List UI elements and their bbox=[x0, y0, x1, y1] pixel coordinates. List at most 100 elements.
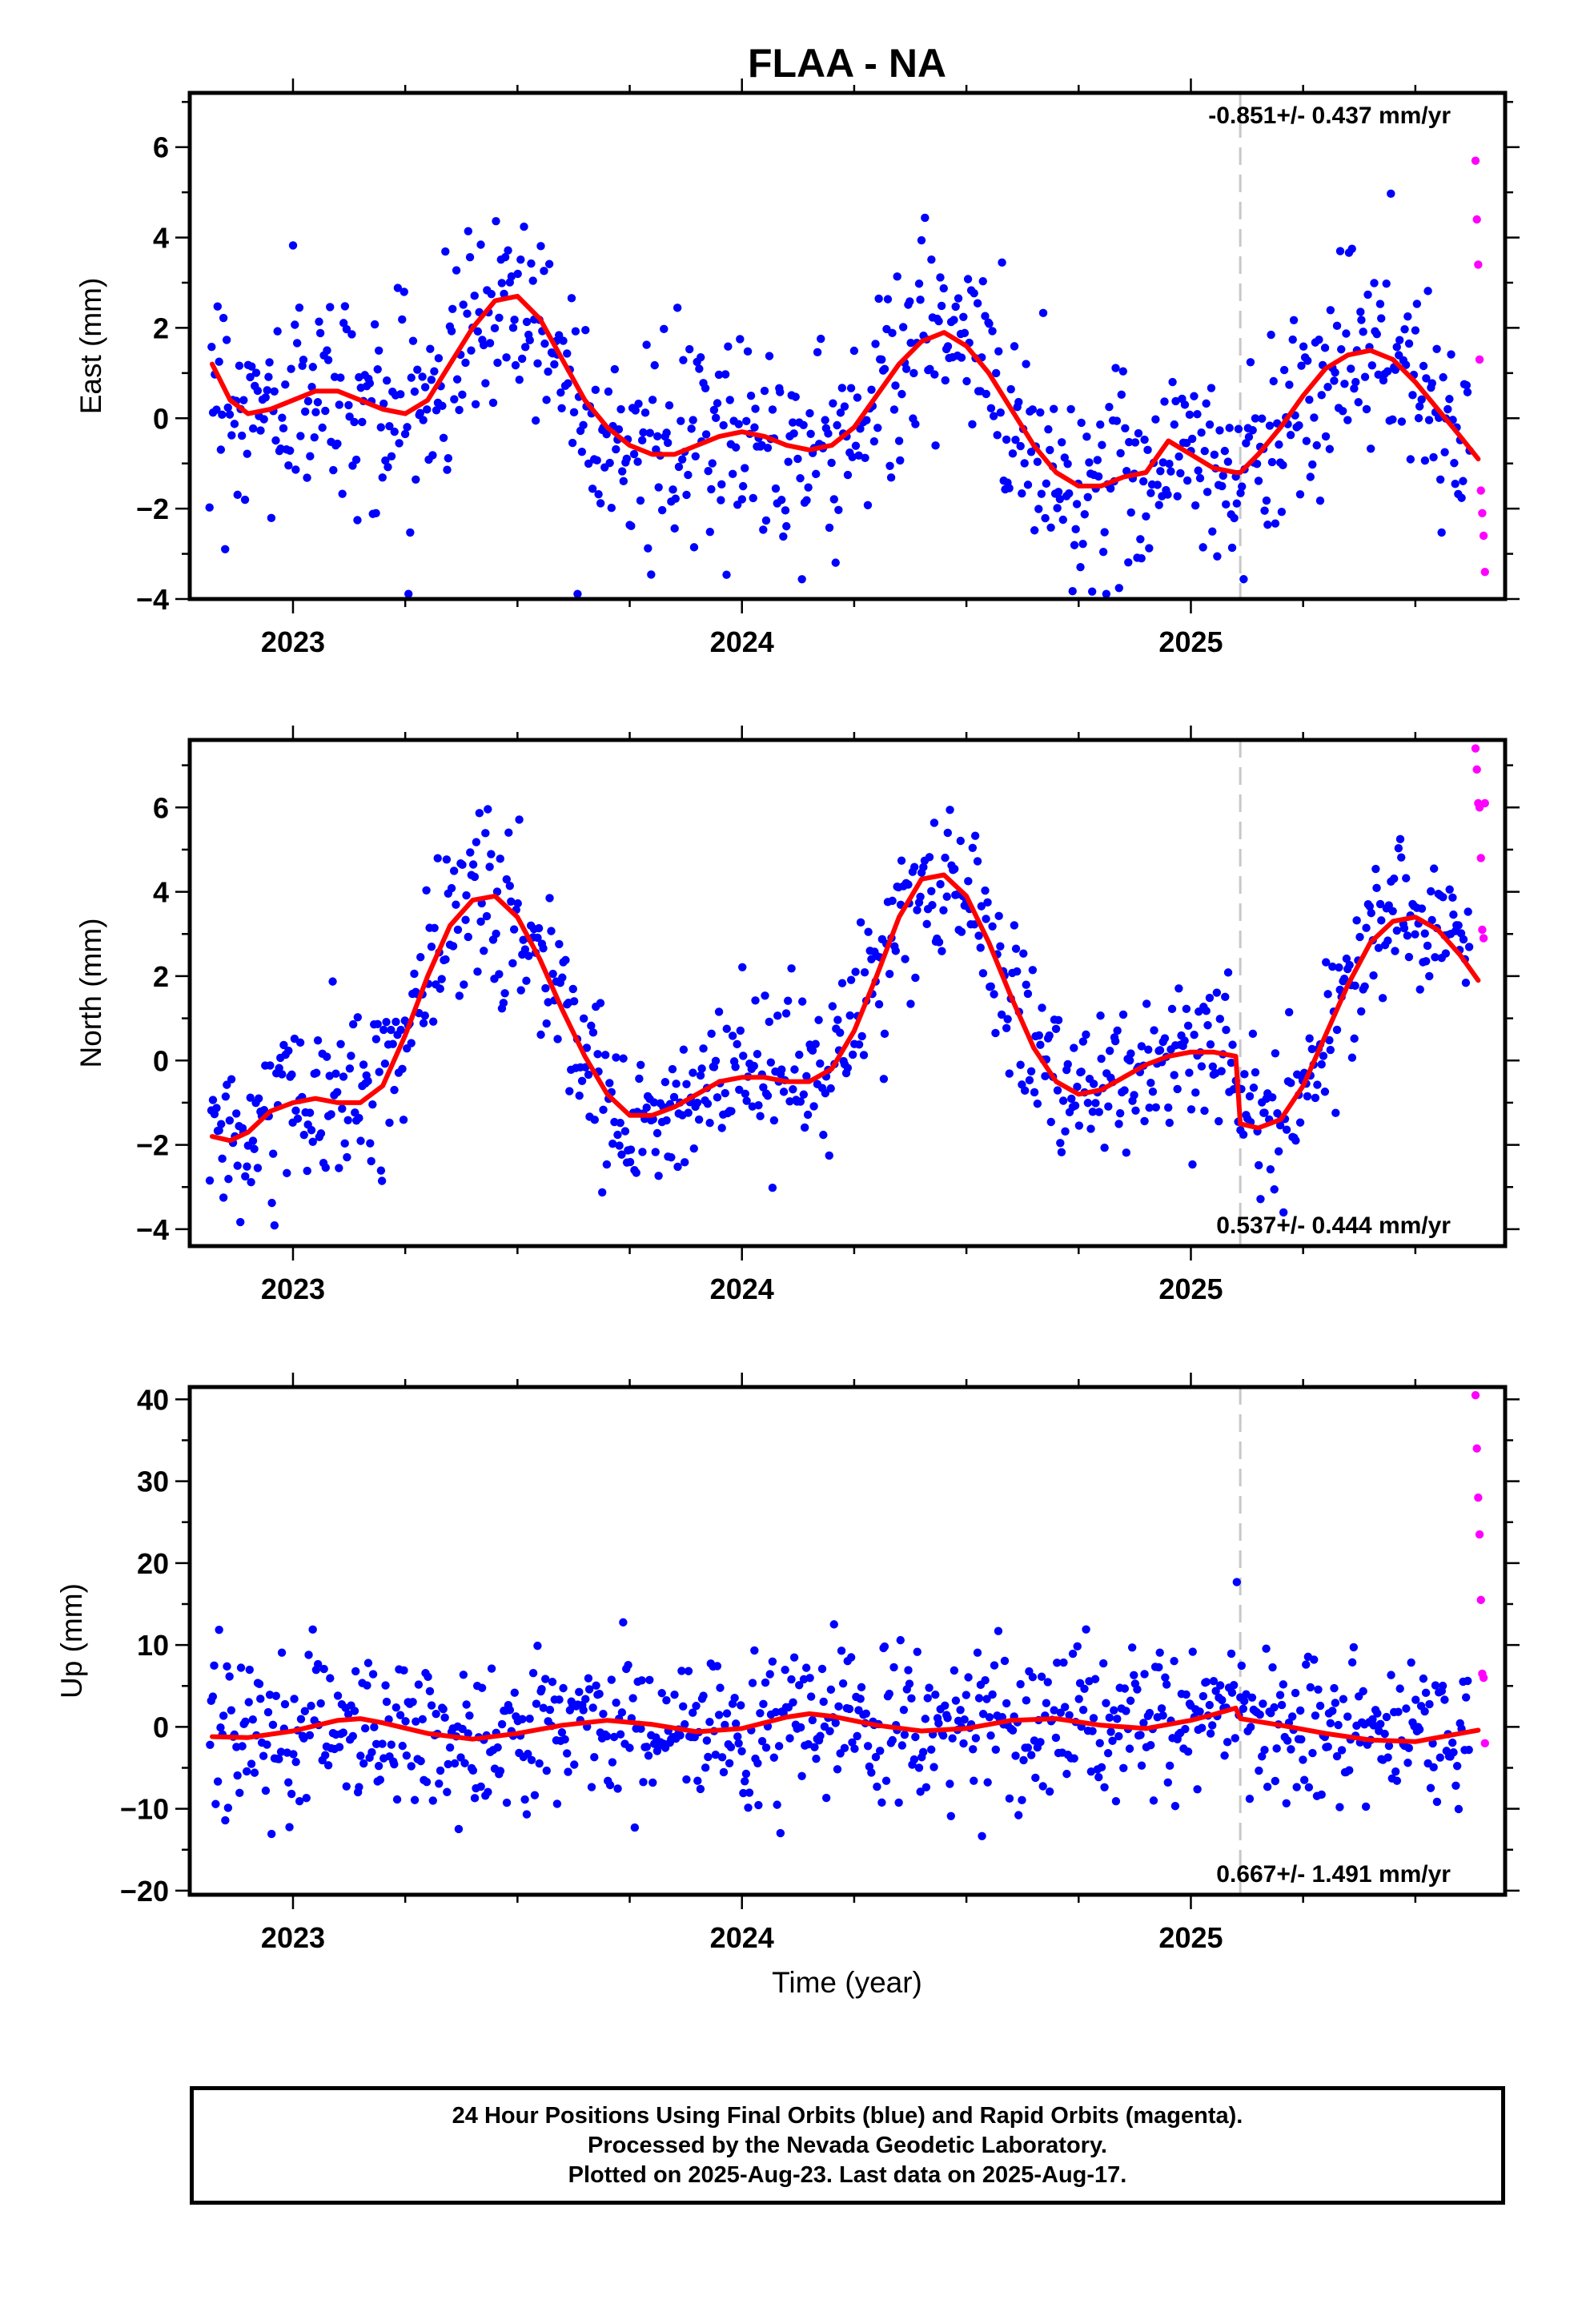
north-final-point bbox=[1375, 899, 1385, 909]
up-rapid-point bbox=[1471, 1391, 1480, 1400]
east-final-point bbox=[648, 396, 657, 404]
east-final-point bbox=[734, 420, 743, 428]
up-y-tick-label: 40 bbox=[137, 1383, 169, 1416]
north-final-point bbox=[1025, 1076, 1034, 1085]
east-final-point bbox=[829, 495, 838, 504]
east-final-point bbox=[292, 339, 302, 348]
north-final-point bbox=[608, 1139, 617, 1148]
north-final-point bbox=[1190, 1030, 1199, 1039]
east-final-point bbox=[893, 272, 901, 281]
up-final-point bbox=[350, 1707, 359, 1715]
north-final-point bbox=[577, 1076, 587, 1085]
north-final-point bbox=[555, 939, 564, 949]
east-final-point bbox=[825, 523, 834, 533]
east-final-point bbox=[1403, 312, 1412, 321]
east-final-point bbox=[891, 381, 900, 390]
east-final-point bbox=[687, 424, 696, 433]
up-final-point bbox=[1038, 1782, 1047, 1791]
up-final-point bbox=[1304, 1783, 1314, 1792]
east-final-point bbox=[246, 372, 255, 382]
up-final-point bbox=[1240, 1696, 1249, 1706]
up-final-point bbox=[877, 1798, 886, 1807]
east-final-point bbox=[1100, 528, 1109, 537]
east-final-point bbox=[434, 354, 444, 363]
up-final-point bbox=[1031, 1773, 1040, 1783]
north-final-point bbox=[766, 1058, 776, 1067]
north-final-point bbox=[938, 947, 946, 955]
up-final-point bbox=[1420, 1707, 1429, 1716]
north-final-point bbox=[442, 855, 452, 864]
north-final-point bbox=[1274, 1147, 1283, 1156]
north-final-point bbox=[1454, 921, 1463, 930]
east-final-point bbox=[438, 401, 447, 410]
east-final-point bbox=[1286, 430, 1295, 440]
east-final-point bbox=[791, 392, 800, 401]
east-final-point bbox=[886, 473, 896, 482]
north-final-point bbox=[1367, 908, 1375, 918]
north-final-point bbox=[387, 1025, 396, 1035]
east-final-point bbox=[1417, 395, 1426, 404]
up-final-point bbox=[496, 1767, 505, 1775]
east-final-point bbox=[207, 342, 216, 352]
up-final-point bbox=[810, 1743, 819, 1751]
east-final-point bbox=[959, 312, 968, 321]
up-final-point bbox=[363, 1681, 371, 1690]
north-final-point bbox=[287, 1070, 296, 1080]
east-final-point bbox=[1185, 410, 1195, 420]
north-final-point bbox=[711, 1056, 721, 1066]
up-final-point bbox=[1359, 1687, 1367, 1696]
up-final-point bbox=[290, 1695, 299, 1703]
east-final-point bbox=[521, 343, 530, 352]
up-final-point bbox=[422, 1777, 432, 1787]
east-final-point bbox=[898, 323, 908, 332]
up-final-point bbox=[248, 1715, 258, 1724]
east-final-point bbox=[1077, 418, 1086, 428]
up-final-point bbox=[1056, 1708, 1065, 1717]
north-final-point bbox=[1215, 1015, 1225, 1023]
east-final-point bbox=[633, 457, 642, 466]
up-final-point bbox=[588, 1703, 597, 1712]
up-final-point bbox=[948, 1734, 957, 1743]
east-y-axis-label: East (mm) bbox=[74, 278, 107, 415]
north-final-point bbox=[988, 922, 997, 931]
east-final-point bbox=[1011, 436, 1020, 444]
east-final-point bbox=[426, 344, 435, 353]
north-final-point bbox=[569, 997, 579, 1006]
north-final-point bbox=[1054, 1015, 1063, 1025]
east-final-point bbox=[788, 418, 797, 427]
up-final-point bbox=[946, 1811, 955, 1820]
up-final-point bbox=[284, 1778, 293, 1787]
east-final-point bbox=[714, 370, 724, 380]
up-final-point bbox=[1078, 1706, 1088, 1715]
north-rate-annotation: 0.537+/- 0.444 mm/yr bbox=[1216, 1212, 1451, 1239]
up-final-point bbox=[221, 1815, 230, 1825]
north-final-point bbox=[797, 997, 807, 1006]
east-final-point bbox=[504, 246, 512, 255]
east-final-point bbox=[459, 300, 468, 309]
east-final-point bbox=[1063, 460, 1072, 468]
north-final-point bbox=[597, 1188, 607, 1197]
up-model-fit-line bbox=[210, 1705, 1481, 1744]
up-final-point bbox=[584, 1685, 594, 1694]
up-final-point bbox=[1120, 1684, 1130, 1693]
east-final-point bbox=[1377, 314, 1386, 323]
east-final-point bbox=[381, 456, 390, 465]
north-final-point bbox=[1155, 1046, 1165, 1055]
north-final-point bbox=[377, 1176, 387, 1185]
east-final-point bbox=[896, 456, 905, 465]
up-final-point bbox=[418, 1715, 427, 1724]
north-final-point bbox=[385, 1118, 394, 1128]
north-final-point bbox=[500, 989, 509, 998]
up-y-tick-label: −10 bbox=[120, 1793, 169, 1826]
north-final-point bbox=[453, 925, 463, 935]
east-final-point bbox=[1435, 475, 1445, 484]
east-final-point bbox=[1382, 279, 1391, 288]
north-final-point bbox=[983, 898, 992, 907]
up-final-point bbox=[579, 1706, 588, 1715]
east-final-point bbox=[1225, 424, 1234, 432]
up-final-point bbox=[1403, 1759, 1412, 1767]
up-final-point bbox=[477, 1683, 487, 1692]
east-final-point bbox=[1046, 523, 1055, 532]
north-final-point bbox=[970, 831, 980, 840]
up-final-point bbox=[532, 1699, 541, 1708]
